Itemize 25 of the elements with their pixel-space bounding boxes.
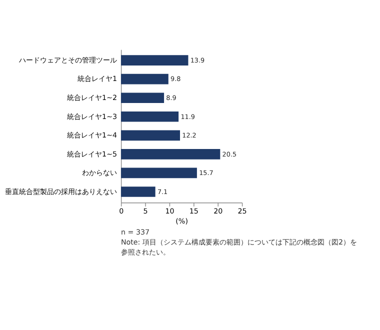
bar bbox=[120, 186, 156, 197]
y-tick-label: 統合レイヤ1 bbox=[78, 74, 118, 84]
bar bbox=[120, 149, 220, 160]
y-tick-label: ハードウェアとその管理ツール bbox=[18, 55, 118, 64]
text: Note: 項目（システム構成要素の範囲）については下記の概念図（図2）を参照されたい。 bbox=[120, 238, 357, 256]
text: n = 337 bbox=[120, 228, 150, 237]
bar bbox=[120, 74, 168, 84]
x-tick-label: 5 bbox=[143, 206, 148, 216]
x-tick-label: 25 bbox=[238, 206, 247, 216]
bar bbox=[120, 130, 180, 141]
y-tick-label: 統合レイヤ1~2 bbox=[67, 93, 118, 102]
bar bbox=[120, 92, 164, 104]
y-tick-label: 統合レイヤ1~5 bbox=[67, 149, 118, 158]
y-tick-label: 垂直統合型製品の採用はありえない bbox=[5, 186, 118, 196]
y-tick-label: わからない bbox=[82, 168, 118, 178]
x-tick-label: 15 bbox=[189, 206, 198, 216]
bar bbox=[120, 55, 188, 66]
bar bbox=[120, 168, 197, 178]
bar bbox=[120, 111, 179, 122]
y-tick-label: 統合レイヤ1~4 bbox=[67, 130, 118, 140]
y-tick-label: 統合レイヤ1~3 bbox=[67, 112, 118, 121]
x-tick-label: 0 bbox=[119, 206, 124, 216]
x-tick-label: 20 bbox=[214, 206, 224, 216]
x-tick-label: 10 bbox=[165, 206, 175, 216]
x-axis-title: (%) bbox=[176, 216, 188, 226]
